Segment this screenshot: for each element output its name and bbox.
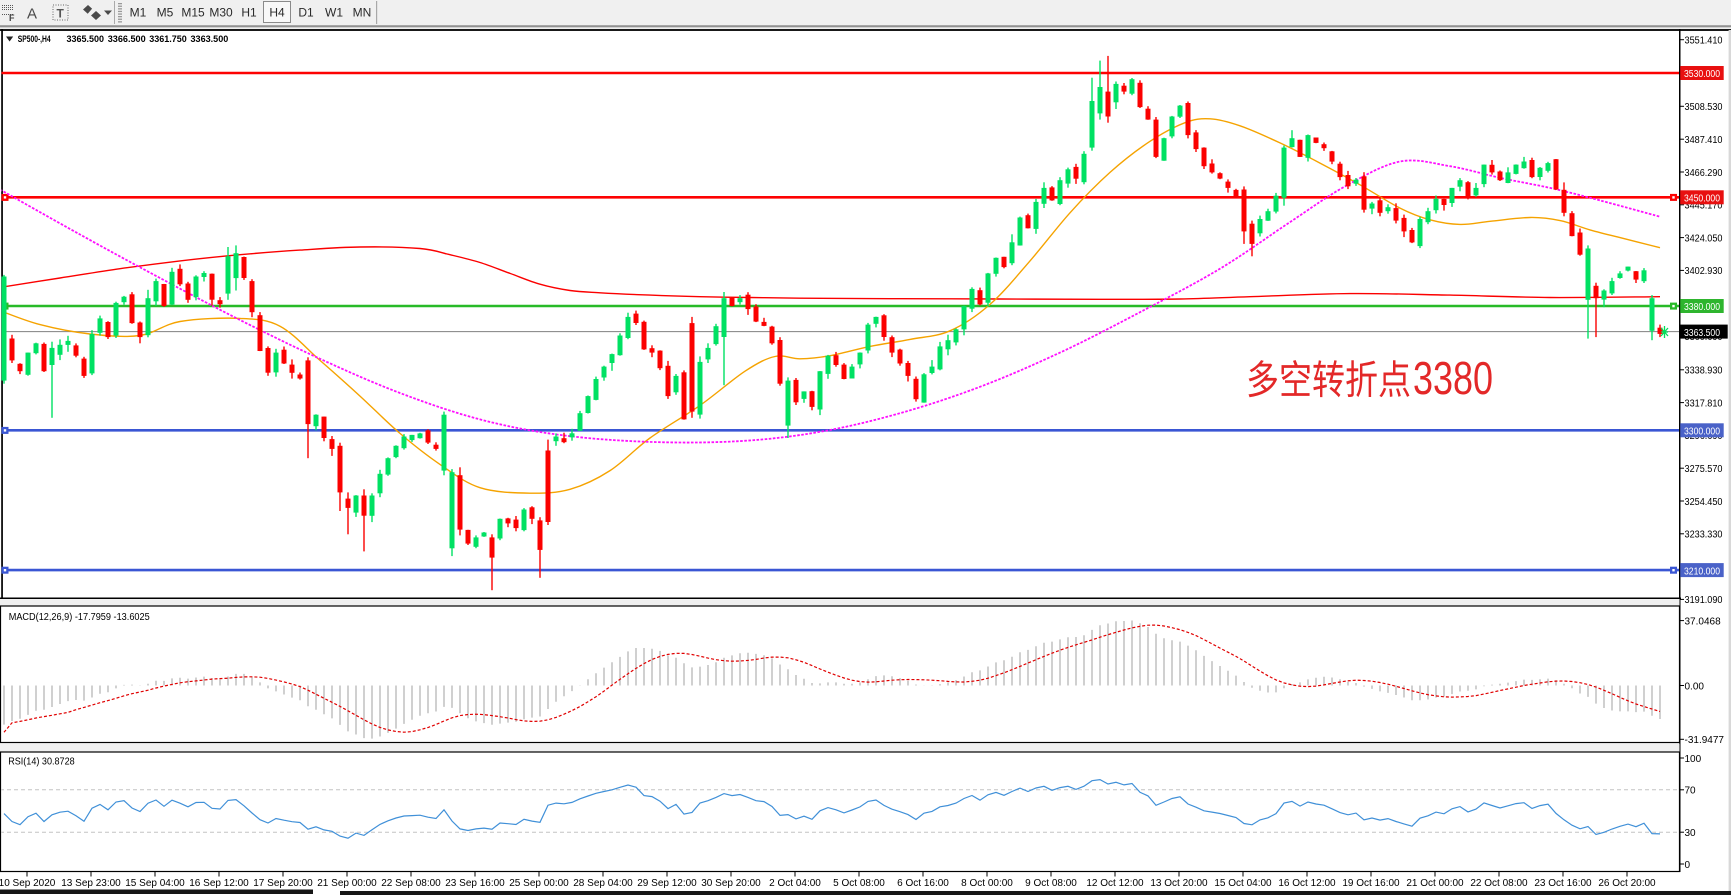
svg-text:M30: M30 xyxy=(209,6,233,20)
svg-text:16 Sep 12:00: 16 Sep 12:00 xyxy=(189,878,249,889)
svg-text:H4: H4 xyxy=(269,6,285,20)
svg-text:3380: 3380 xyxy=(1413,352,1493,404)
svg-text:A: A xyxy=(27,6,37,23)
svg-text:28 Sep 04:00: 28 Sep 04:00 xyxy=(573,878,633,889)
svg-text:3361.750: 3361.750 xyxy=(149,34,187,45)
svg-text:RSI(14) 30.8728: RSI(14) 30.8728 xyxy=(8,757,75,768)
svg-text:3363.500: 3363.500 xyxy=(191,34,229,45)
svg-text:3424.050: 3424.050 xyxy=(1685,233,1723,244)
svg-text:21 Sep 00:00: 21 Sep 00:00 xyxy=(317,878,377,889)
svg-text:3551.410: 3551.410 xyxy=(1685,36,1723,47)
svg-text:MN: MN xyxy=(353,6,372,20)
svg-text:30 Sep 20:00: 30 Sep 20:00 xyxy=(701,878,761,889)
svg-text:3300.000: 3300.000 xyxy=(1684,427,1720,438)
svg-text:3363.500: 3363.500 xyxy=(1684,328,1720,339)
svg-text:3275.570: 3275.570 xyxy=(1685,464,1723,475)
svg-text:T: T xyxy=(57,7,65,21)
svg-text:10 Sep 2020: 10 Sep 2020 xyxy=(0,878,56,889)
svg-text:12 Oct 12:00: 12 Oct 12:00 xyxy=(1086,878,1144,889)
svg-text:16 Oct 12:00: 16 Oct 12:00 xyxy=(1278,878,1336,889)
svg-text:H1: H1 xyxy=(241,6,257,20)
svg-text:3508.530: 3508.530 xyxy=(1685,102,1723,113)
svg-text:3254.450: 3254.450 xyxy=(1685,497,1723,508)
svg-text:3450.000: 3450.000 xyxy=(1684,194,1720,205)
svg-text:29 Sep 12:00: 29 Sep 12:00 xyxy=(637,878,697,889)
svg-text:3487.410: 3487.410 xyxy=(1685,135,1723,146)
svg-text:0: 0 xyxy=(1685,860,1691,871)
svg-text:37.0468: 37.0468 xyxy=(1685,616,1722,627)
svg-text:22 Sep 08:00: 22 Sep 08:00 xyxy=(381,878,441,889)
svg-text:F: F xyxy=(9,13,15,23)
svg-text:3530.000: 3530.000 xyxy=(1684,69,1720,80)
svg-text:70: 70 xyxy=(1685,786,1697,797)
svg-text:3233.330: 3233.330 xyxy=(1685,530,1723,541)
svg-text:21 Oct 00:00: 21 Oct 00:00 xyxy=(1406,878,1464,889)
svg-text:0.00: 0.00 xyxy=(1685,681,1705,692)
svg-text:-31.9477: -31.9477 xyxy=(1685,735,1725,746)
svg-text:9 Oct 08:00: 9 Oct 08:00 xyxy=(1025,878,1077,889)
svg-text:MACD(12,26,9) -17.7959 -13.602: MACD(12,26,9) -17.7959 -13.6025 xyxy=(9,612,150,623)
svg-text:13 Sep 23:00: 13 Sep 23:00 xyxy=(61,878,121,889)
svg-text:3402.930: 3402.930 xyxy=(1685,266,1723,277)
svg-text:22 Oct 08:00: 22 Oct 08:00 xyxy=(1470,878,1528,889)
svg-text:23 Oct 16:00: 23 Oct 16:00 xyxy=(1534,878,1592,889)
svg-text:5 Oct 08:00: 5 Oct 08:00 xyxy=(833,878,885,889)
svg-text:W1: W1 xyxy=(325,6,343,20)
svg-text:3317.810: 3317.810 xyxy=(1685,398,1723,409)
svg-text:17 Sep 20:00: 17 Sep 20:00 xyxy=(253,878,313,889)
svg-text:M1: M1 xyxy=(130,6,147,20)
svg-text:19 Oct 16:00: 19 Oct 16:00 xyxy=(1342,878,1400,889)
svg-text:23 Sep 16:00: 23 Sep 16:00 xyxy=(445,878,505,889)
svg-text:30: 30 xyxy=(1685,828,1697,839)
svg-text:100: 100 xyxy=(1685,754,1702,765)
svg-text:3191.090: 3191.090 xyxy=(1685,595,1723,606)
svg-text:15 Sep 04:00: 15 Sep 04:00 xyxy=(125,878,185,889)
svg-text:8 Oct 00:00: 8 Oct 00:00 xyxy=(961,878,1013,889)
svg-text:6 Oct 16:00: 6 Oct 16:00 xyxy=(897,878,949,889)
svg-text:25 Sep 00:00: 25 Sep 00:00 xyxy=(509,878,569,889)
svg-text:2 Oct 04:00: 2 Oct 04:00 xyxy=(769,878,821,889)
svg-text:15 Oct 04:00: 15 Oct 04:00 xyxy=(1214,878,1272,889)
svg-text:SP500-,H4: SP500-,H4 xyxy=(18,34,51,45)
svg-text:3338.930: 3338.930 xyxy=(1685,366,1723,377)
svg-text:M5: M5 xyxy=(157,6,174,20)
svg-text:M15: M15 xyxy=(181,6,205,20)
svg-text:3445.170: 3445.170 xyxy=(1685,201,1723,212)
svg-text:3210.000: 3210.000 xyxy=(1684,566,1720,577)
svg-text:3380.000: 3380.000 xyxy=(1684,302,1720,313)
svg-text:26 Oct 20:00: 26 Oct 20:00 xyxy=(1598,878,1656,889)
svg-text:3366.500: 3366.500 xyxy=(108,34,146,45)
svg-text:3466.290: 3466.290 xyxy=(1685,168,1723,179)
svg-text:3365.500: 3365.500 xyxy=(67,34,105,45)
svg-text:D1: D1 xyxy=(298,6,314,20)
svg-text:13 Oct 20:00: 13 Oct 20:00 xyxy=(1150,878,1208,889)
